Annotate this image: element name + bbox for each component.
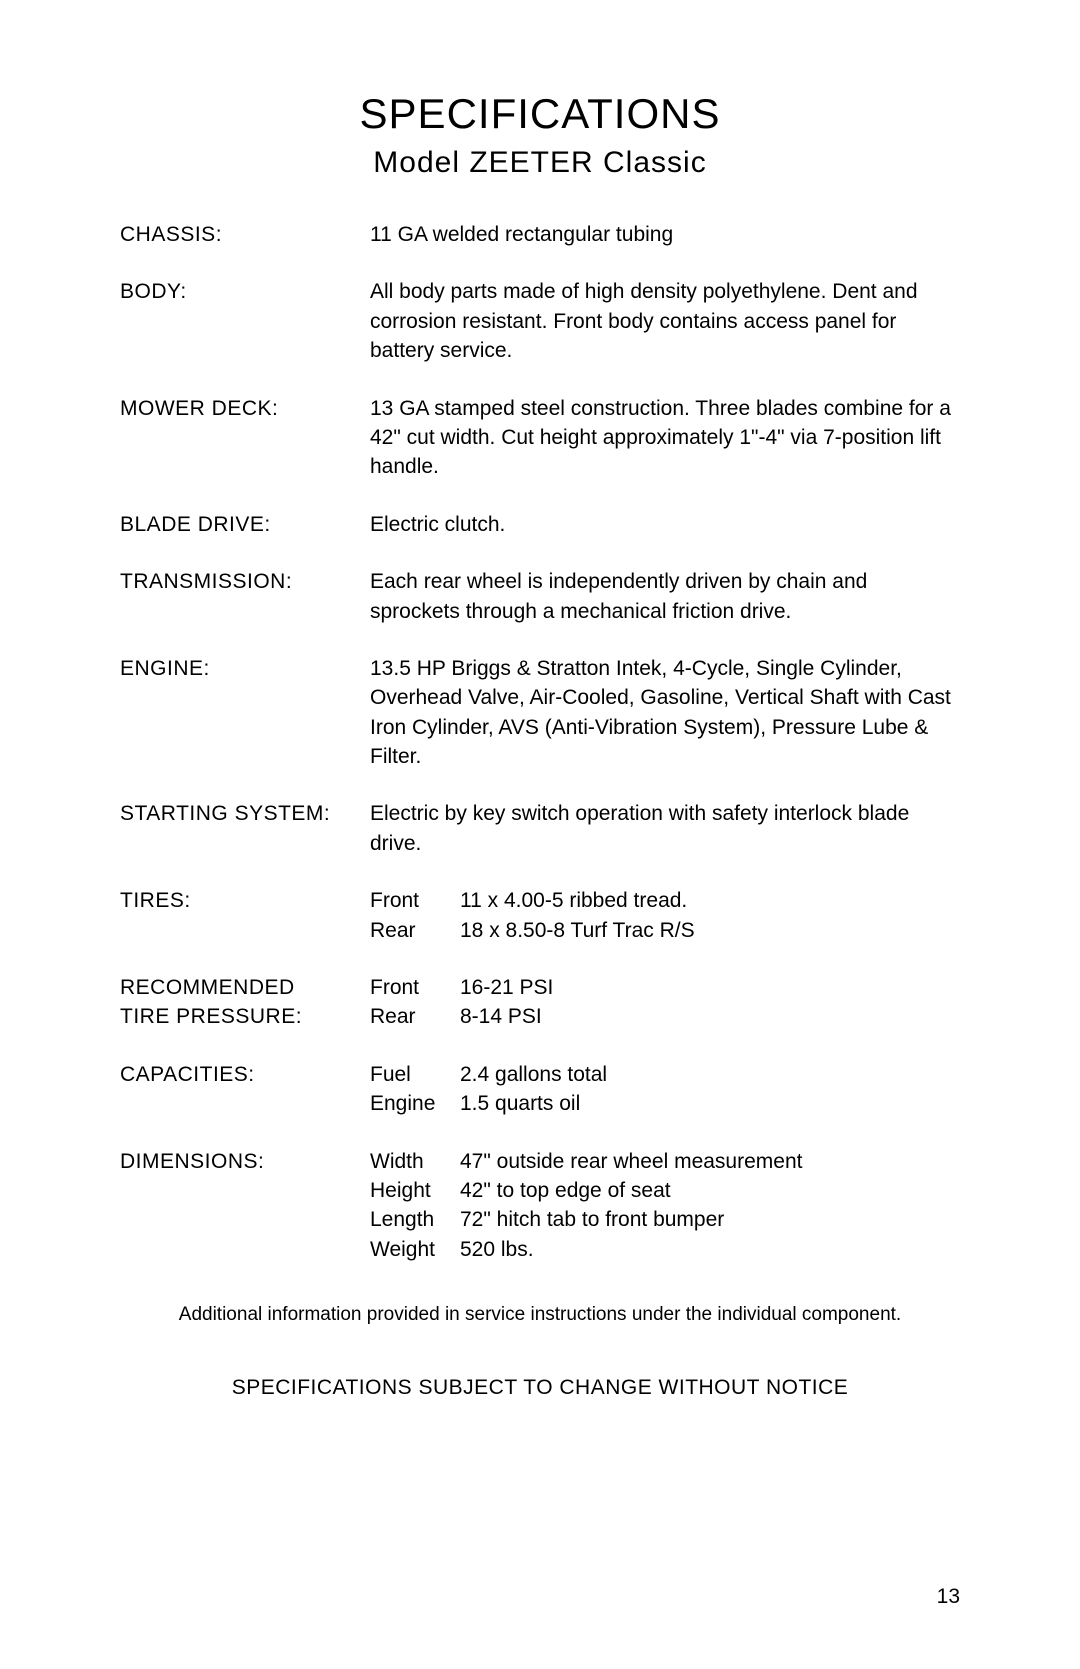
spec-capacities: CAPACITIES: Fuel Engine 2.4 gallons tota… — [120, 1060, 960, 1119]
sub-label: Rear — [370, 1002, 460, 1031]
footnote: Additional information provided in servi… — [120, 1304, 960, 1326]
spec-chassis: CHASSIS: 11 GA welded rectangular tubing — [120, 220, 960, 249]
sub-value: 520 lbs. — [460, 1235, 960, 1264]
sub-value: 18 x 8.50-8 Turf Trac R/S — [460, 916, 960, 945]
sub-label: Weight — [370, 1235, 460, 1264]
sub-value: 2.4 gallons total — [460, 1060, 960, 1089]
spec-value: All body parts made of high density poly… — [370, 277, 960, 365]
sub-label: Front — [370, 886, 460, 915]
spec-blade-drive: BLADE DRIVE: Electric clutch. — [120, 510, 960, 539]
sub-label: Front — [370, 973, 460, 1002]
sub-value: 47" outside rear wheel measurement — [460, 1147, 960, 1176]
spec-engine: ENGINE: 13.5 HP Briggs & Stratton Intek,… — [120, 654, 960, 772]
sub-value: 11 x 4.00-5 ribbed tread. — [460, 886, 960, 915]
spec-label: DIMENSIONS: — [120, 1147, 370, 1265]
sub-label: Width — [370, 1147, 460, 1176]
sub-label: Engine — [370, 1089, 460, 1118]
sub-value: 42" to top edge of seat — [460, 1176, 960, 1205]
spec-value: Front Rear 16-21 PSI 8-14 PSI — [370, 973, 960, 1032]
sub-value: 8-14 PSI — [460, 1002, 960, 1031]
spec-label: MOWER DECK: — [120, 394, 370, 482]
spec-value: 13 GA stamped steel construction. Three … — [370, 394, 960, 482]
model-subtitle: Model ZEETER Classic — [120, 146, 960, 180]
page-title: SPECIFICATIONS — [120, 90, 960, 138]
spec-value: Each rear wheel is independently driven … — [370, 567, 960, 626]
sub-label: Rear — [370, 916, 460, 945]
spec-label: ENGINE: — [120, 654, 370, 772]
spec-value: Electric clutch. — [370, 510, 960, 539]
spec-value: Width Height Length Weight 47" outside r… — [370, 1147, 960, 1265]
page-number: 13 — [937, 1585, 960, 1609]
spec-tire-pressure: RECOMMENDED TIRE PRESSURE: Front Rear 16… — [120, 973, 960, 1032]
spec-value: Front Rear 11 x 4.00-5 ribbed tread. 18 … — [370, 886, 960, 945]
spec-value: 13.5 HP Briggs & Stratton Intek, 4-Cycle… — [370, 654, 960, 772]
sub-label: Height — [370, 1176, 460, 1205]
spec-value: 11 GA welded rectangular tubing — [370, 220, 960, 249]
spec-label: STARTING SYSTEM: — [120, 799, 370, 858]
spec-label-line: RECOMMENDED — [120, 973, 370, 1002]
spec-label: BODY: — [120, 277, 370, 365]
sub-value: 72" hitch tab to front bumper — [460, 1205, 960, 1234]
spec-label: RECOMMENDED TIRE PRESSURE: — [120, 973, 370, 1032]
spec-transmission: TRANSMISSION: Each rear wheel is indepen… — [120, 567, 960, 626]
spec-label: TRANSMISSION: — [120, 567, 370, 626]
spec-tires: TIRES: Front Rear 11 x 4.00-5 ribbed tre… — [120, 886, 960, 945]
sub-value: 1.5 quarts oil — [460, 1089, 960, 1118]
spec-label: TIRES: — [120, 886, 370, 945]
spec-body: BODY: All body parts made of high densit… — [120, 277, 960, 365]
spec-dimensions: DIMENSIONS: Width Height Length Weight 4… — [120, 1147, 960, 1265]
spec-value: Fuel Engine 2.4 gallons total 1.5 quarts… — [370, 1060, 960, 1119]
spec-label: CHASSIS: — [120, 220, 370, 249]
sub-value: 16-21 PSI — [460, 973, 960, 1002]
spec-starting-system: STARTING SYSTEM: Electric by key switch … — [120, 799, 960, 858]
sub-label: Length — [370, 1205, 460, 1234]
spec-mower-deck: MOWER DECK: 13 GA stamped steel construc… — [120, 394, 960, 482]
change-notice: SPECIFICATIONS SUBJECT TO CHANGE WITHOUT… — [120, 1376, 960, 1400]
spec-label: CAPACITIES: — [120, 1060, 370, 1119]
spec-label-line: TIRE PRESSURE: — [120, 1002, 370, 1031]
spec-value: Electric by key switch operation with sa… — [370, 799, 960, 858]
sub-label: Fuel — [370, 1060, 460, 1089]
spec-label: BLADE DRIVE: — [120, 510, 370, 539]
